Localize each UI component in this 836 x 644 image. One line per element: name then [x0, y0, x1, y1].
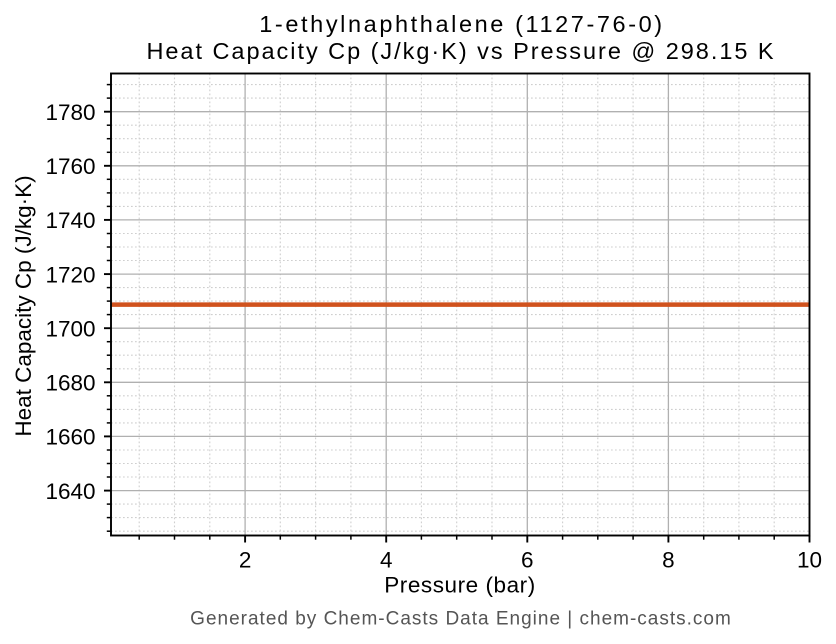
- svg-text:1640: 1640: [45, 479, 95, 504]
- svg-text:1740: 1740: [45, 208, 95, 233]
- svg-text:8: 8: [662, 547, 675, 572]
- svg-text:Heat Capacity Cp (J/kg·K) vs P: Heat Capacity Cp (J/kg·K) vs Pressure @ …: [146, 38, 775, 64]
- svg-text:4: 4: [380, 547, 393, 572]
- svg-text:1760: 1760: [45, 154, 95, 179]
- svg-text:10: 10: [797, 547, 822, 572]
- svg-text:Heat Capacity Cp (J/kg·K): Heat Capacity Cp (J/kg·K): [11, 175, 36, 436]
- svg-text:1680: 1680: [45, 371, 95, 396]
- svg-text:2: 2: [239, 547, 252, 572]
- svg-text:1700: 1700: [45, 316, 95, 341]
- svg-text:6: 6: [521, 547, 534, 572]
- svg-text:Pressure (bar): Pressure (bar): [384, 572, 536, 597]
- svg-text:1660: 1660: [45, 425, 95, 450]
- svg-text:1780: 1780: [45, 100, 95, 125]
- svg-text:1720: 1720: [45, 262, 95, 287]
- svg-text:1-ethylnaphthalene (1127-76-0): 1-ethylnaphthalene (1127-76-0): [259, 11, 665, 37]
- svg-text:Generated by Chem-Casts Data E: Generated by Chem-Casts Data Engine | ch…: [190, 608, 732, 629]
